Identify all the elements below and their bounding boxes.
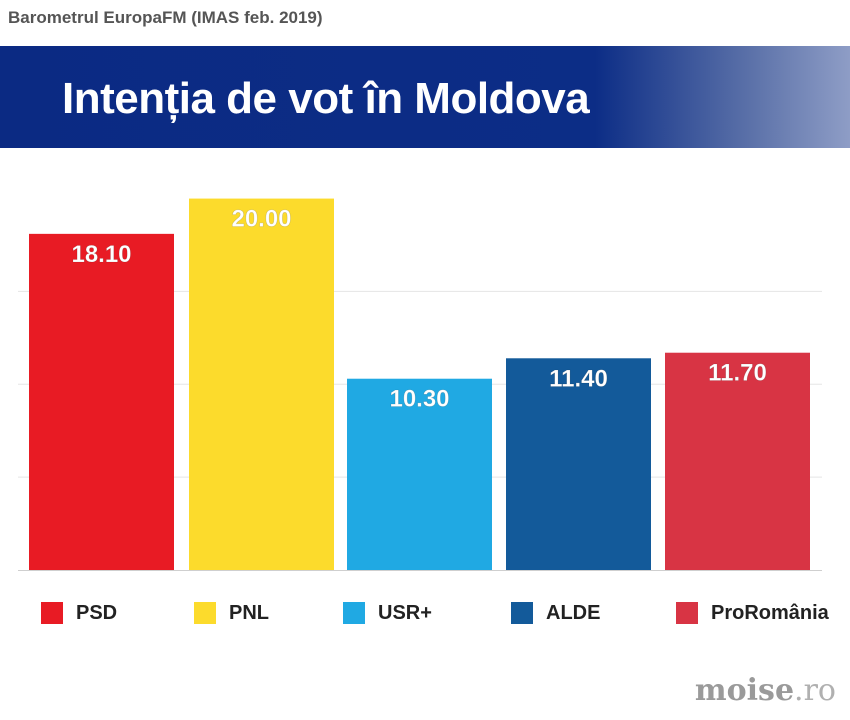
legend-swatch-psd	[41, 602, 63, 624]
bar-pnl	[189, 198, 334, 571]
chart-title: Intenția de vot în Moldova	[62, 74, 590, 123]
legend-label-alde: ALDE	[546, 601, 601, 624]
data-label-pnl: 20.00	[231, 206, 291, 233]
title-banner: Intenția de vot în Moldova	[0, 46, 850, 148]
bar-psd	[29, 233, 174, 570]
watermark-tld: .ro	[794, 673, 836, 708]
legend-item-usr: USR+	[343, 600, 432, 626]
legend-label-usr: USR+	[378, 601, 432, 624]
legend-swatch-usr	[343, 602, 365, 624]
legend-swatch-alde	[511, 602, 533, 624]
data-label-psd: 18.10	[71, 241, 131, 268]
data-label-proromnia: 11.70	[708, 360, 767, 387]
legend-swatch-pnl	[194, 602, 216, 624]
legend-label-proromania: ProRomânia	[711, 601, 829, 624]
data-label-usr: 10.30	[389, 386, 449, 413]
legend-item-alde: ALDE	[511, 600, 600, 626]
legend-item-pnl: PNL	[194, 600, 269, 626]
legend-item-proromania: ProRomânia	[676, 600, 829, 626]
legend-swatch-proromania	[676, 602, 698, 624]
legend-label-pnl: PNL	[229, 601, 269, 624]
legend-label-psd: PSD	[76, 601, 118, 624]
bar-usr	[347, 378, 492, 570]
legend-item-psd: PSD	[41, 600, 117, 626]
data-label-alde: 11.40	[549, 365, 608, 392]
site-watermark: moise.ro	[695, 673, 836, 708]
watermark-name: moise	[694, 673, 795, 708]
source-label: Barometrul EuropaFM (IMAS feb. 2019)	[8, 8, 323, 27]
bar-proromnia	[665, 352, 810, 570]
bar-alde	[506, 358, 651, 570]
